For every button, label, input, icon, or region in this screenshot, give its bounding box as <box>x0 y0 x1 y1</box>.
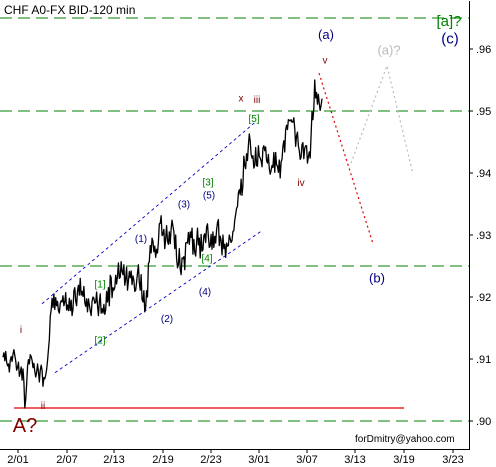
x-tick-label-1: 2/07 <box>56 454 77 466</box>
wave-label-4: v <box>323 55 328 66</box>
y-tick-label-5: .91 <box>476 354 491 366</box>
wave-label-11: (1) <box>135 234 147 245</box>
wave-label-13: (3) <box>178 200 190 211</box>
wave-label-12: (2) <box>161 314 173 325</box>
wave-label-8: [3] <box>202 177 213 188</box>
wave-label-15: (5) <box>203 190 215 201</box>
x-tick-label-3: 2/19 <box>152 454 173 466</box>
y-tick-label-0: .96 <box>476 44 491 56</box>
wave-label-5: x <box>239 94 244 105</box>
wave-label-19: [a]? <box>436 13 461 30</box>
x-tick-label-2: 2/13 <box>103 454 124 466</box>
wave-label-1: ii <box>41 401 45 412</box>
wave-label-10: [5] <box>248 114 259 125</box>
price-series-line <box>2 79 323 409</box>
y-tick-label-1: .95 <box>476 106 491 118</box>
wave-label-14: (4) <box>199 287 211 298</box>
wave-label-18: (a)? <box>377 43 400 58</box>
series-layer <box>2 79 323 409</box>
wave-label-6: [1] <box>94 280 105 291</box>
chart-title: CHF A0-FX BID-120 min <box>4 3 135 17</box>
credit-text: forDmitry@yahoo.com <box>355 434 455 445</box>
x-tick-label-8: 3/19 <box>393 454 414 466</box>
channel-upper-line <box>41 121 257 305</box>
wave-label-21: A? <box>13 415 37 437</box>
x-tick-label-4: 2/23 <box>200 454 221 466</box>
channel-layer <box>41 121 263 374</box>
y-axis-ticks: .96 .95 .94 .93 .92 .91 .90 <box>469 44 491 428</box>
y-tick-label-4: .92 <box>476 292 491 304</box>
x-tick-label-0: 2/01 <box>7 454 28 466</box>
x-tick-label-6: 3/07 <box>296 454 317 466</box>
y-tick-label-3: .93 <box>476 230 491 242</box>
annotation-layer: iiiiiiivvx[1][2][3][4][5](1)(2)(3)(4)(5)… <box>13 13 462 437</box>
y-tick-label-2: .94 <box>476 168 491 180</box>
y-tick-label-6: .90 <box>476 416 491 428</box>
wave-label-3: iv <box>297 178 304 189</box>
x-tick-label-7: 3/13 <box>344 454 365 466</box>
wave-label-7: [2] <box>94 336 105 347</box>
x-tick-label-5: 3/01 <box>248 454 269 466</box>
x-tick-label-9: 3/23 <box>442 454 463 466</box>
wave-label-0: i <box>20 325 22 336</box>
wave-label-17: (b) <box>369 271 385 286</box>
wave-label-9: [4] <box>201 254 212 265</box>
x-axis-ticks: 2/01 2/07 2/13 2/19 2/23 3/01 3/07 3/13 3/19 3/23 <box>7 449 464 466</box>
wave-label-2: iii <box>254 95 261 106</box>
wave-label-16: (a) <box>318 27 334 42</box>
wave-label-20: (c) <box>441 30 459 47</box>
levels-layer <box>0 17 469 422</box>
